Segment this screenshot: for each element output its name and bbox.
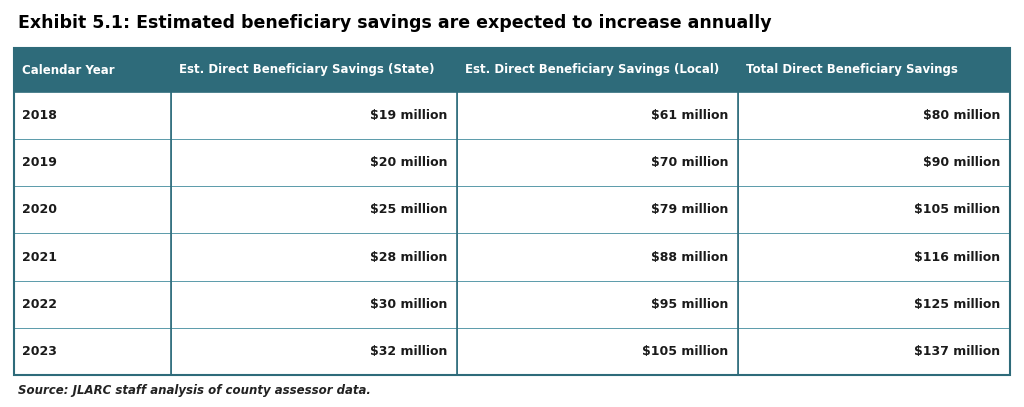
Text: 2020: 2020	[22, 204, 57, 217]
Text: 2023: 2023	[22, 345, 57, 358]
Text: $28 million: $28 million	[370, 251, 447, 264]
Text: $80 million: $80 million	[923, 109, 1000, 122]
Text: $32 million: $32 million	[370, 345, 447, 358]
Text: $30 million: $30 million	[370, 298, 447, 311]
Text: $79 million: $79 million	[650, 204, 728, 217]
Text: 2022: 2022	[22, 298, 57, 311]
Text: $116 million: $116 million	[913, 251, 1000, 264]
Text: 2019: 2019	[22, 156, 57, 169]
Text: $70 million: $70 million	[650, 156, 728, 169]
Text: $105 million: $105 million	[642, 345, 728, 358]
Text: Source: JLARC staff analysis of county assessor data.: Source: JLARC staff analysis of county a…	[18, 384, 371, 397]
Text: $19 million: $19 million	[370, 109, 447, 122]
Text: Exhibit 5.1: Estimated beneficiary savings are expected to increase annually: Exhibit 5.1: Estimated beneficiary savin…	[18, 14, 772, 32]
Text: $88 million: $88 million	[651, 251, 728, 264]
Text: $125 million: $125 million	[913, 298, 1000, 311]
Text: 2021: 2021	[22, 251, 57, 264]
Text: Calendar Year: Calendar Year	[22, 63, 115, 77]
Text: Est. Direct Beneficiary Savings (State): Est. Direct Beneficiary Savings (State)	[179, 63, 435, 77]
Text: Total Direct Beneficiary Savings: Total Direct Beneficiary Savings	[746, 63, 958, 77]
Text: Est. Direct Beneficiary Savings (Local): Est. Direct Beneficiary Savings (Local)	[465, 63, 720, 77]
Text: $20 million: $20 million	[370, 156, 447, 169]
Text: $95 million: $95 million	[650, 298, 728, 311]
Text: $25 million: $25 million	[370, 204, 447, 217]
Text: $90 million: $90 million	[923, 156, 1000, 169]
Text: $105 million: $105 million	[913, 204, 1000, 217]
Text: 2018: 2018	[22, 109, 57, 122]
Text: $61 million: $61 million	[650, 109, 728, 122]
Text: $137 million: $137 million	[913, 345, 1000, 358]
